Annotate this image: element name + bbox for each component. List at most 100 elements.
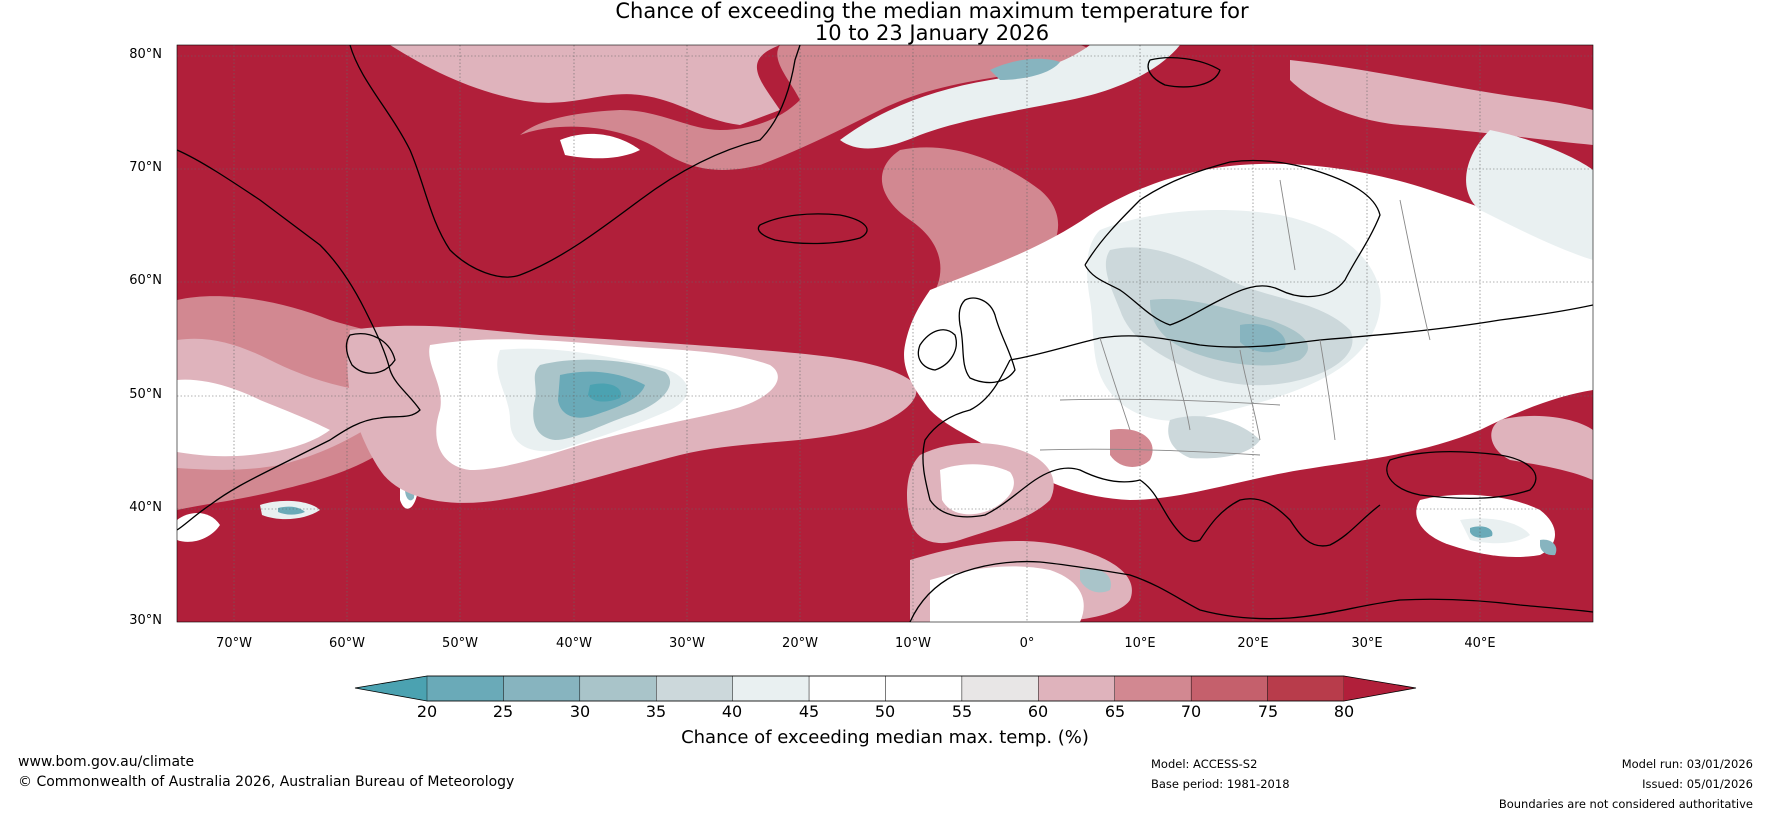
lon-label-70w: 70°W	[216, 636, 252, 651]
map-title-line2: 10 to 23 January 2026	[814, 21, 1050, 45]
lon-label-10w: 10°W	[895, 636, 931, 651]
colorbar-cell	[426, 675, 504, 702]
map-title-line1: Chance of exceeding the median maximum t…	[615, 0, 1249, 23]
field-nafrica-white	[930, 566, 1084, 622]
lat-label-70n: 70°N	[129, 160, 162, 175]
field-nafrica-gray	[1080, 568, 1111, 593]
colorbar-right-arrow	[1344, 676, 1416, 701]
lon-label-20w: 20°W	[782, 636, 818, 651]
coast-black-sea	[1386, 451, 1537, 499]
footer-copyright: © Commonwealth of Australia 2026, Austra…	[18, 774, 515, 790]
colorbar-tick-60: 60	[1027, 702, 1049, 721]
colorbar-cell	[732, 675, 810, 702]
colorbar-cell	[808, 675, 886, 702]
coastlines	[177, 45, 1593, 622]
coast-canada	[177, 149, 421, 531]
field-arctic-pink-1	[390, 45, 780, 125]
field-nova-white	[177, 513, 220, 542]
field-midatlantic-deepblue	[588, 383, 621, 402]
colorbar-cells	[426, 675, 1345, 702]
footer-disclaimer: Boundaries are not considered authoritat…	[1498, 797, 1753, 811]
colorbar-tick-55: 55	[951, 702, 973, 721]
coast-iceland	[757, 213, 868, 245]
border-4	[1319, 339, 1336, 441]
colorbar-tick-80: 80	[1333, 702, 1355, 721]
lon-label-40w: 40°W	[556, 636, 592, 651]
coast-newfoundland	[345, 333, 396, 374]
lon-label-0: 0°	[1019, 636, 1035, 651]
lon-label-50w: 50°W	[442, 636, 478, 651]
colorbar-outline	[354, 675, 1417, 702]
footer-issued: Issued: 05/01/2026	[1642, 777, 1753, 791]
graticule	[177, 45, 1593, 622]
colorbar-tick-35: 35	[645, 702, 667, 721]
lat-label-60n: 60°N	[129, 273, 162, 288]
colorbar-cell	[1190, 675, 1268, 702]
field-russia-white	[1466, 130, 1593, 260]
field-italy-pink	[1110, 429, 1153, 467]
field-turkey-blue	[1470, 526, 1493, 538]
field-barents-pink	[1290, 60, 1593, 145]
lat-label-40n: 40°N	[129, 500, 162, 515]
colorbar-cell	[656, 675, 733, 702]
field-arctic-white	[840, 45, 1180, 149]
lon-label-30w: 30°W	[669, 636, 705, 651]
border-7	[1279, 179, 1296, 271]
border-2	[1169, 339, 1191, 431]
map-frame	[176, 44, 1594, 623]
colorbar	[354, 675, 1417, 702]
footer-base-period: Base period: 1981-2018	[1151, 777, 1290, 791]
field-turkey-blue-2	[1540, 539, 1557, 556]
colorbar-tick-25: 25	[492, 702, 514, 721]
lon-label-30e: 30°E	[1351, 636, 1383, 651]
lon-label-20e: 20°E	[1237, 636, 1269, 651]
lat-label-50n: 50°N	[129, 387, 162, 402]
country-borders	[1039, 179, 1431, 456]
field-arctic-white-2	[560, 133, 640, 159]
coast-ireland	[917, 329, 957, 371]
colorbar-tick-70: 70	[1180, 702, 1202, 721]
field-canada-white	[177, 379, 330, 457]
colorbar-tick-45: 45	[798, 702, 820, 721]
coast-south-europe	[922, 359, 1381, 547]
lon-label-60w: 60°W	[329, 636, 365, 651]
border-3	[1239, 349, 1261, 441]
colorbar-tick-50: 50	[874, 702, 896, 721]
field-arctic-blue	[990, 58, 1060, 80]
coast-greenland	[349, 45, 801, 278]
colorbar-cell	[1267, 675, 1345, 702]
coast-north-europe	[1009, 304, 1593, 361]
colorbar-tick-30: 30	[569, 702, 591, 721]
border-8	[1399, 199, 1431, 341]
lat-label-80n: 80°N	[129, 47, 162, 62]
colorbar-tick-65: 65	[1104, 702, 1126, 721]
colorbar-cell	[503, 675, 581, 702]
lat-label-30n: 30°N	[129, 613, 162, 628]
coast-north-africa	[909, 560, 1593, 622]
colorbar-tick-40: 40	[721, 702, 743, 721]
coast-britain	[958, 297, 1016, 384]
border-6	[1039, 448, 1261, 456]
footer-website: www.bom.gov.au/climate	[18, 754, 195, 770]
colorbar-tick-75: 75	[1257, 702, 1279, 721]
border-5	[1059, 398, 1281, 406]
field-nova-blue	[278, 506, 305, 515]
map-canvas	[177, 45, 1593, 622]
field-iberia-white	[940, 464, 1014, 515]
colorbar-cell	[961, 675, 1039, 702]
colorbar-cell	[1038, 675, 1115, 702]
footer-model: Model: ACCESS-S2	[1151, 757, 1258, 771]
lon-label-10e: 10°E	[1124, 636, 1156, 651]
colorbar-cell	[885, 675, 963, 702]
field-arctic-pink-2	[520, 45, 1088, 170]
field-balkans-gray	[1168, 416, 1260, 459]
colorbar-title: Chance of exceeding median max. temp. (%…	[681, 727, 1089, 748]
coast-svalbard	[1147, 57, 1221, 88]
lon-label-40e: 40°E	[1464, 636, 1496, 651]
colorbar-cell	[1114, 675, 1192, 702]
footer-model-run: Model run: 03/01/2026	[1621, 757, 1753, 771]
field-russia-pink	[1491, 415, 1593, 480]
colorbar-left-arrow	[355, 676, 427, 701]
colorbar-cell	[579, 675, 657, 702]
